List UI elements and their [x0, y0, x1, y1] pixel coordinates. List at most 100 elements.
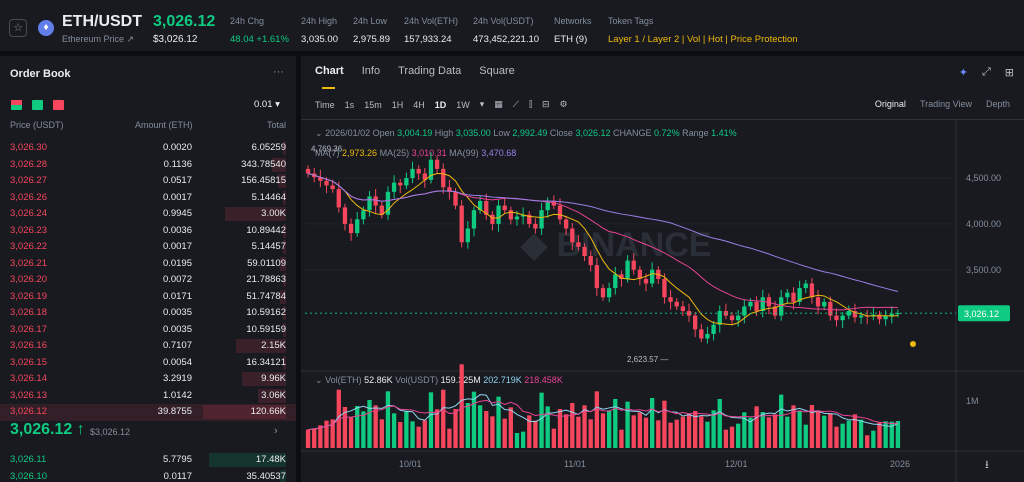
expand-icon[interactable]: ⤢ [981, 66, 991, 78]
ask-amount: 0.0036 [162, 224, 192, 236]
volume-bar [398, 422, 403, 448]
chevron-right-icon[interactable]: › [274, 425, 278, 437]
order-book-view-toggles [11, 100, 64, 110]
bid-amount: 0.0117 [163, 470, 192, 482]
interval-dropdown-icon[interactable]: ▾ [479, 99, 485, 109]
view-asks-icon[interactable] [53, 100, 64, 110]
ticker-header: ☆ ♦ ETH/USDT Ethereum Price ↗ 3,026.12 $… [0, 0, 1024, 52]
interval-4h[interactable]: 4H [413, 99, 425, 110]
interval-1s[interactable]: 1s [344, 99, 355, 110]
ask-depth-bar [283, 273, 286, 287]
view-trading-view[interactable]: Trading View [919, 99, 972, 109]
volume-bar [877, 422, 882, 448]
volume-bar [422, 420, 427, 448]
view-depth[interactable]: Depth [985, 99, 1010, 109]
chart-panel: Chart Info Trading Data Square ✦ ⤢ ⊞ Tim… [301, 56, 1024, 482]
volume-bar [625, 401, 630, 448]
interval-1w[interactable]: 1W [456, 99, 470, 110]
bid-total: 35.40537 [246, 470, 286, 482]
volume-bar [502, 418, 507, 448]
ask-row[interactable]: 3,026.13 1.0142 3.06K [0, 388, 296, 405]
ask-row[interactable]: 3,026.30 0.0020 6.05259 [0, 140, 296, 157]
candlestick-chart[interactable]: ◆ BINANCE 4,500.00 4,000.00 3,500.00 1M 4,769… [301, 56, 1024, 482]
grid-layout-icon[interactable]: ⊞ [1004, 67, 1014, 79]
view-original[interactable]: Original [874, 99, 906, 109]
interval-1d[interactable]: 1D [434, 99, 447, 110]
ask-row[interactable]: 3,026.28 0.1136 343.78540 [0, 157, 296, 174]
view-both-icon[interactable] [11, 100, 22, 110]
ask-row[interactable]: 3,026.18 0.0035 10.59162 [0, 305, 296, 322]
candle-body [772, 306, 778, 316]
interval-1h[interactable]: 1H [391, 99, 404, 110]
volume-bar [588, 419, 593, 448]
calendar-icon[interactable]: ▦ [494, 99, 503, 109]
pair-symbol[interactable]: ETH/USDT [62, 13, 142, 30]
collapse-vol-icon[interactable]: ⌄ [315, 375, 323, 385]
volume-bar [441, 389, 446, 448]
candle-body [729, 315, 735, 321]
ask-row[interactable]: 3,026.23 0.0036 10.89442 [0, 223, 296, 240]
candle-body [447, 187, 452, 192]
candle-body [643, 278, 649, 284]
volume-bar [465, 403, 470, 448]
tick-size-select[interactable]: 0.01 ▾ [254, 99, 280, 110]
candle-body [834, 315, 839, 321]
ask-price: 3,026.12 [10, 406, 47, 417]
ask-row[interactable]: 3,026.15 0.0054 16.34121 [0, 355, 296, 372]
x-tick-label: 12/01 [725, 459, 748, 469]
volume-bar [484, 411, 489, 448]
settings-icon[interactable]: ⚙ [559, 99, 568, 109]
tab-trading-data[interactable]: Trading Data [398, 65, 462, 77]
interval-15m[interactable]: 15m [364, 99, 382, 110]
indicator-icon[interactable]: ⟋ [512, 99, 520, 109]
ask-row[interactable]: 3,026.26 0.0017 5.14464 [0, 190, 296, 207]
volume-bar [680, 416, 686, 448]
pair-subtitle-link[interactable]: Ethereum Price ↗ [62, 34, 135, 44]
stat-value-24h-high: 3,035.00 [301, 34, 338, 45]
volume-bar [822, 415, 827, 448]
favorite-star-icon[interactable]: ☆ [9, 19, 27, 37]
ask-total: 21.78863 [246, 274, 286, 285]
volume-bar [613, 399, 618, 448]
stat-value-token-tags[interactable]: Layer 1 / Layer 2 | Vol | Hot | Price Pr… [608, 34, 798, 45]
ask-row[interactable]: 3,026.21 0.0195 59.01109 [0, 256, 296, 273]
bid-row[interactable]: 3,026.10 0.0117 35.40537 [0, 469, 296, 482]
ask-row[interactable]: 3,026.20 0.0072 21.78863 [0, 272, 296, 289]
stat-value-networks[interactable]: ETH (9) [554, 34, 588, 45]
ask-row[interactable]: 3,026.19 0.0171 51.74784 [0, 289, 296, 306]
ask-row[interactable]: 3,026.22 0.0017 5.14457 [0, 239, 296, 256]
volume-bar [582, 405, 587, 448]
tab-info[interactable]: Info [361, 65, 381, 77]
volume-bar [693, 411, 698, 448]
ask-row[interactable]: 3,026.14 3.2919 9.96K [0, 371, 296, 388]
fit-to-screen-icon[interactable]: ⭳ [985, 459, 989, 471]
ask-total: 59.01109 [247, 257, 286, 269]
candle-style-icon[interactable]: ⫿ [529, 99, 532, 109]
ask-row[interactable]: 3,026.27 0.0517 156.45815 [0, 173, 296, 190]
candle-body [883, 315, 888, 320]
tab-square[interactable]: Square [479, 65, 515, 77]
candle-body [539, 210, 544, 229]
volume-bar [453, 409, 458, 448]
more-options-icon[interactable]: ··· [273, 66, 284, 78]
ohlc-date: 2026/01/02 [325, 128, 371, 138]
stat-label-networks: Networks [554, 16, 592, 26]
volume-bar [447, 428, 452, 448]
ask-row[interactable]: 3,026.17 0.0035 10.59159 [0, 322, 296, 339]
ask-row[interactable]: 3,026.12 39.8755 120.66K [0, 404, 296, 421]
candle-body [336, 189, 341, 208]
ask-row[interactable]: 3,026.24 0.9945 3.00K [0, 206, 296, 223]
bid-row[interactable]: 3,026.11 5.7795 17.48K [0, 452, 296, 469]
collapse-icon[interactable]: ⌄ [315, 128, 323, 138]
view-bids-icon[interactable] [32, 100, 43, 110]
volume-bar [797, 411, 802, 448]
interval-time[interactable]: Time [315, 99, 335, 110]
ask-row[interactable]: 3,026.16 0.7107 2.15K [0, 338, 296, 355]
tab-chart[interactable]: Chart [315, 65, 344, 77]
bid-price: 3,026.11 [10, 454, 47, 465]
ma99-value: 3,470.68 [481, 148, 517, 158]
candle-body [318, 177, 323, 181]
sparkle-icon[interactable]: ✦ [958, 67, 968, 79]
template-icon[interactable]: ⊟ [542, 99, 550, 109]
ohlc-open: 3,004.19 [397, 128, 433, 138]
